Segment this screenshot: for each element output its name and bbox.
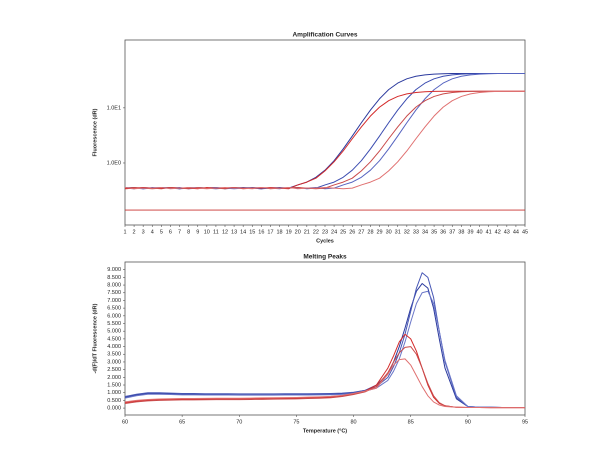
x-tick-label: 70 xyxy=(236,419,242,425)
x-tick-label: 43 xyxy=(504,229,510,235)
y-tick-label: 5.500 xyxy=(107,321,121,327)
x-tick-label: 38 xyxy=(458,229,464,235)
x-tick-label: 23 xyxy=(322,229,328,235)
x-tick-label: 95 xyxy=(522,419,528,425)
y-tick-label: 0.500 xyxy=(107,398,121,404)
x-tick-label: 15 xyxy=(249,229,255,235)
x-tick-label: 45 xyxy=(522,229,528,235)
y-tick-label: 4.500 xyxy=(107,336,121,342)
x-tick-label: 44 xyxy=(513,229,519,235)
x-tick-label: 65 xyxy=(179,419,185,425)
y-tick-label: 6.500 xyxy=(107,306,121,312)
x-tick-label: 33 xyxy=(413,229,419,235)
x-tick-label: 3 xyxy=(142,229,145,235)
x-tick-label: 32 xyxy=(404,229,410,235)
x-tick-label: 20 xyxy=(295,229,301,235)
x-tick-label: 37 xyxy=(449,229,455,235)
y-tick-label: 3.500 xyxy=(107,352,121,358)
y-tick-label: 3.000 xyxy=(107,359,121,365)
y-axis-label: -d(F)/dT Fluorescence (dR) xyxy=(92,303,98,373)
x-tick-label: 17 xyxy=(267,229,273,235)
x-tick-label: 16 xyxy=(258,229,264,235)
x-tick-label: 4 xyxy=(151,229,154,235)
x-tick-label: 8 xyxy=(187,229,190,235)
x-tick-label: 22 xyxy=(313,229,319,235)
data-line xyxy=(124,358,525,409)
x-tick-label: 60 xyxy=(122,419,128,425)
x-tick-label: 21 xyxy=(304,229,310,235)
y-tick-label: 8.500 xyxy=(107,275,121,281)
chart-title: Melting Peaks xyxy=(303,254,347,261)
x-tick-label: 14 xyxy=(240,229,246,235)
x-tick-label: 6 xyxy=(169,229,172,235)
y-tick-label: 7.500 xyxy=(107,290,121,296)
x-tick-label: 85 xyxy=(408,419,414,425)
y-tick-label: 7.000 xyxy=(107,298,121,304)
x-tick-label: 34 xyxy=(422,229,428,235)
plot-frame xyxy=(124,261,526,416)
x-tick-label: 29 xyxy=(376,229,382,235)
x-tick-label: 75 xyxy=(293,419,299,425)
x-axis-label: Temperature (°C) xyxy=(303,428,347,434)
x-tick-label: 24 xyxy=(331,229,337,235)
y-tick-label: 1.0E1 xyxy=(107,105,121,111)
data-line xyxy=(124,346,525,409)
x-tick-label: 40 xyxy=(476,229,482,235)
data-line xyxy=(124,90,525,190)
y-tick-label: 0.000 xyxy=(107,406,121,412)
x-tick-label: 11 xyxy=(213,229,219,235)
x-tick-label: 42 xyxy=(495,229,501,235)
x-tick-label: 28 xyxy=(367,229,373,235)
y-tick-label: 4.000 xyxy=(107,344,121,350)
y-tick-label: 6.000 xyxy=(107,313,121,319)
y-tick-label: 2.000 xyxy=(107,375,121,381)
x-tick-label: 80 xyxy=(351,419,357,425)
x-tick-label: 36 xyxy=(440,229,446,235)
y-tick-label: 9.000 xyxy=(107,267,121,273)
x-tick-label: 35 xyxy=(431,229,437,235)
x-tick-label: 13 xyxy=(231,229,237,235)
y-tick-label: 8.000 xyxy=(107,283,121,289)
x-axis-label: Cycles xyxy=(316,238,334,244)
data-line xyxy=(124,90,525,190)
x-tick-label: 5 xyxy=(160,229,163,235)
x-tick-label: 7 xyxy=(178,229,181,235)
y-tick-label: 1.000 xyxy=(107,390,121,396)
y-tick-label: 1.0E0 xyxy=(107,160,121,166)
x-tick-label: 31 xyxy=(395,229,401,235)
x-tick-label: 12 xyxy=(222,229,228,235)
x-tick-label: 30 xyxy=(386,229,392,235)
y-tick-label: 5.000 xyxy=(107,329,121,335)
x-tick-label: 90 xyxy=(465,419,471,425)
chart-title: Amplification Curves xyxy=(292,32,357,39)
y-tick-label: 2.500 xyxy=(107,367,121,373)
y-tick-label: 1.500 xyxy=(107,382,121,388)
x-tick-label: 10 xyxy=(204,229,210,235)
y-axis-label: Fluorescence (dR) xyxy=(92,108,98,156)
x-tick-label: 9 xyxy=(196,229,199,235)
x-tick-label: 39 xyxy=(467,229,473,235)
x-tick-label: 27 xyxy=(358,229,364,235)
x-tick-label: 18 xyxy=(276,229,282,235)
x-tick-label: 41 xyxy=(486,229,492,235)
x-tick-label: 26 xyxy=(349,229,355,235)
x-tick-label: 1 xyxy=(123,229,126,235)
x-tick-label: 19 xyxy=(286,229,292,235)
x-tick-label: 2 xyxy=(133,229,136,235)
x-tick-label: 25 xyxy=(340,229,346,235)
